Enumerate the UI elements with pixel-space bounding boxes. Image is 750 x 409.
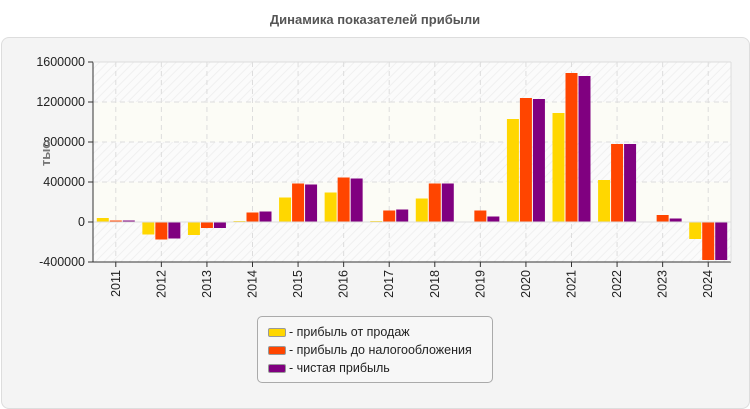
- bar: [213, 222, 226, 228]
- bar: [292, 183, 305, 222]
- x-tick-label: 2017: [382, 270, 396, 298]
- bar: [96, 218, 109, 222]
- x-tick-label: 2011: [109, 270, 123, 297]
- bar: [715, 222, 728, 260]
- bar: [337, 177, 350, 222]
- bar: [689, 222, 702, 239]
- x-tick-label: 2013: [200, 270, 214, 298]
- bar: [396, 209, 409, 222]
- bar: [415, 198, 428, 222]
- y-tick-label: 1200000: [36, 95, 85, 109]
- bar: [168, 222, 181, 239]
- legend-label: - прибыль от продаж: [289, 325, 410, 339]
- bar: [702, 222, 715, 260]
- bar: [383, 210, 396, 222]
- legend-swatch: [268, 345, 286, 355]
- bar: [142, 222, 155, 235]
- bar: [578, 76, 591, 222]
- bar: [441, 183, 454, 222]
- x-tick-label: 2022: [610, 270, 624, 298]
- bar: [200, 222, 213, 228]
- legend: - прибыль от продаж - прибыль до налогоо…: [257, 316, 493, 383]
- bar: [656, 215, 669, 222]
- legend-label: - чистая прибыль: [289, 361, 390, 375]
- plot-band: [93, 102, 731, 142]
- bar: [279, 197, 292, 222]
- bar: [428, 183, 441, 222]
- x-tick-label: 2024: [701, 270, 715, 298]
- y-tick-label: -400000: [39, 255, 85, 269]
- y-tick-label: 0: [78, 215, 85, 229]
- y-tick-label: 400000: [43, 175, 85, 189]
- bar: [565, 73, 578, 222]
- bar: [624, 144, 637, 222]
- bar: [187, 222, 200, 235]
- bar-chart: 1600000 1200000 800000 400000 0 -400000 2011 20…: [36, 55, 732, 298]
- bar: [552, 113, 565, 222]
- x-tick-label: 2014: [246, 270, 260, 298]
- legend-swatch: [268, 363, 286, 373]
- bar: [305, 184, 318, 222]
- bar: [506, 119, 519, 222]
- chart-title: Динамика показателей прибыли: [269, 12, 481, 27]
- bar: [611, 144, 624, 222]
- bar: [350, 178, 363, 222]
- bar: [155, 222, 168, 240]
- x-tick-label: 2023: [656, 270, 670, 298]
- legend-item: - прибыль от продаж: [268, 324, 410, 340]
- bar: [109, 220, 122, 222]
- x-tick-label: 2018: [428, 270, 442, 298]
- bar: [324, 192, 337, 222]
- y-tick-label: 800000: [43, 135, 85, 149]
- x-tick-label: 2015: [291, 270, 305, 298]
- x-tick-label: 2021: [565, 270, 579, 298]
- bar: [669, 218, 682, 222]
- legend-label: - прибыль до налогообложения: [289, 343, 472, 357]
- x-tick-label: 2019: [473, 270, 487, 298]
- bar: [532, 99, 545, 222]
- x-tick-label: 2016: [337, 270, 351, 298]
- bar: [487, 216, 500, 222]
- y-axis-label: тыс.: [38, 138, 53, 166]
- x-tick-label: 2012: [154, 270, 168, 298]
- bar: [259, 211, 272, 222]
- bar: [122, 220, 135, 222]
- x-tick-label: 2020: [519, 270, 533, 298]
- bar: [519, 98, 532, 222]
- legend-item: - прибыль до налогообложения: [268, 342, 472, 358]
- legend-item: - чистая прибыль: [268, 360, 390, 376]
- legend-swatch: [268, 327, 286, 337]
- bar: [246, 212, 259, 222]
- y-tick-label: 1600000: [36, 55, 85, 69]
- bar: [598, 180, 611, 222]
- bar: [474, 210, 487, 222]
